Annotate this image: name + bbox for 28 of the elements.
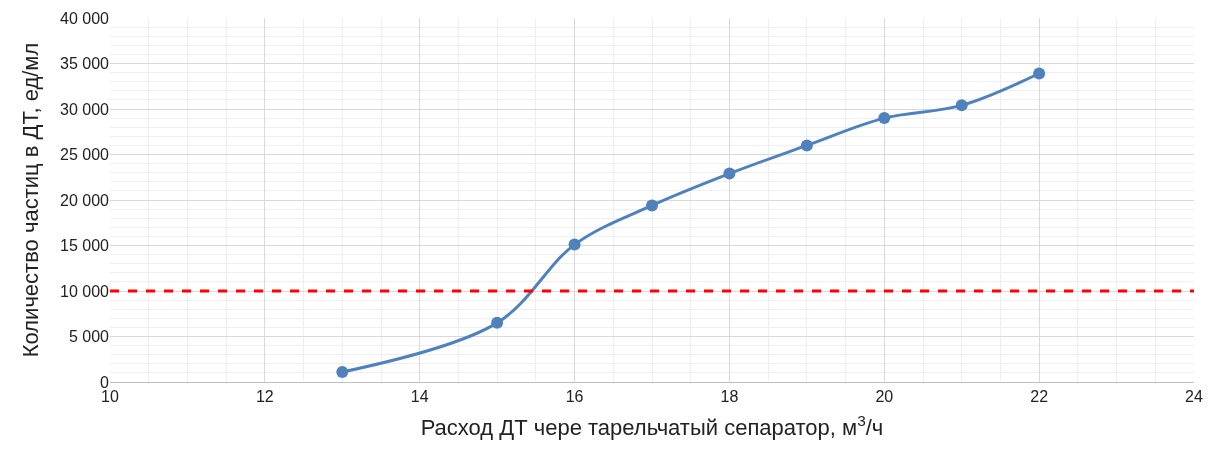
y-tick-label: 10 000 [60, 282, 110, 300]
x-tick-label: 10 [101, 388, 119, 406]
x-axis-title: Расход ДТ чере тарельчатый сепаратор, м$^{3}$/ч [420, 411, 884, 441]
y-tick-label: 20 000 [60, 191, 110, 209]
point [1033, 67, 1046, 80]
y-axis-title: Количество частиц в ДТ, ед/мл [17, 42, 43, 358]
x-tick-label: 16 [565, 388, 584, 406]
x-tick-label: 18 [720, 388, 739, 406]
x-tick-label: 22 [1030, 388, 1049, 406]
x-tick-label: 20 [875, 388, 894, 406]
point [800, 139, 813, 152]
y-tick-label: 35 000 [60, 55, 110, 73]
y-tick-label: 25 000 [60, 146, 110, 164]
point [491, 316, 504, 329]
point [955, 99, 968, 112]
y-tick-label: 30 000 [60, 100, 110, 118]
point [646, 199, 658, 212]
point [723, 167, 736, 180]
x-tick-label: 14 [410, 388, 429, 406]
y-tick-label: 15 000 [60, 237, 110, 255]
point [878, 112, 891, 125]
y-tick-label: 40 000 [60, 9, 110, 27]
y-tick-label: 5 000 [68, 328, 110, 346]
y-tick-label: 0 [100, 373, 110, 391]
x-tick-label: 12 [255, 388, 274, 406]
point [336, 365, 349, 378]
point [568, 238, 581, 251]
x-tick-label: 24 [1185, 388, 1203, 406]
